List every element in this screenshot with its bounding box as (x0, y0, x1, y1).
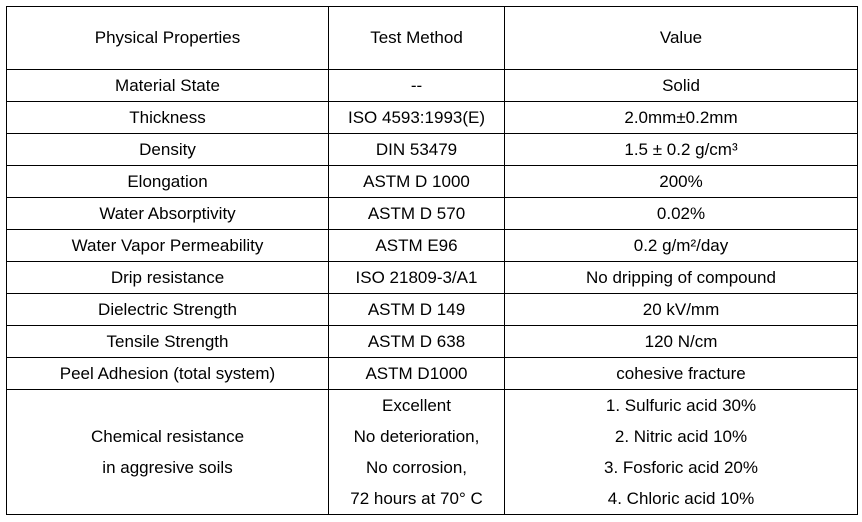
property-cell: Elongation (6, 165, 329, 198)
chemical-value-line: 4. Chloric acid 10% (607, 489, 755, 508)
header-test-method: Test Method (328, 6, 505, 70)
table-row: Material State -- Solid (6, 69, 858, 102)
value-cell: 0.2 g/m²/day (504, 229, 858, 262)
value-cell: 2.0mm±0.2mm (504, 101, 858, 134)
header-row: Physical Properties Test Method Value (6, 6, 858, 70)
chemical-value-cell: 1. Sulfuric acid 30% 2. Nitric acid 10% … (504, 389, 858, 515)
table-row: Water Absorptivity ASTM D 570 0.02% (6, 197, 858, 230)
method-cell: ISO 21809-3/A1 (328, 261, 505, 294)
method-cell: ASTM D 570 (328, 197, 505, 230)
chemical-property-line: Chemical resistance (90, 427, 245, 446)
value-cell: 20 kV/mm (504, 293, 858, 326)
chemical-resistance-row: Chemical resistance in aggresive soils E… (6, 389, 858, 515)
method-cell: DIN 53479 (328, 133, 505, 166)
chemical-method-line: Excellent (382, 396, 451, 415)
value-cell: 120 N/cm (504, 325, 858, 358)
method-cell: -- (328, 69, 505, 102)
header-physical-properties: Physical Properties (6, 6, 329, 70)
chemical-property-cell: Chemical resistance in aggresive soils (6, 389, 329, 515)
method-cell: ISO 4593:1993(E) (328, 101, 505, 134)
table-row: Water Vapor Permeability ASTM E96 0.2 g/… (6, 229, 858, 262)
chemical-method-line: No corrosion, (365, 458, 468, 477)
property-cell: Dielectric Strength (6, 293, 329, 326)
method-cell: ASTM D1000 (328, 357, 505, 390)
table-row: Thickness ISO 4593:1993(E) 2.0mm±0.2mm (6, 101, 858, 134)
table-row: Tensile Strength ASTM D 638 120 N/cm (6, 325, 858, 358)
header-value: Value (504, 6, 858, 70)
value-cell: 0.02% (504, 197, 858, 230)
table-row: Dielectric Strength ASTM D 149 20 kV/mm (6, 293, 858, 326)
chemical-value-line: 2. Nitric acid 10% (614, 427, 748, 446)
chemical-value-line: 3. Fosforic acid 20% (603, 458, 758, 477)
property-cell: Drip resistance (6, 261, 329, 294)
table-row: Density DIN 53479 1.5 ± 0.2 g/cm³ (6, 133, 858, 166)
property-cell: Water Absorptivity (6, 197, 329, 230)
property-cell: Tensile Strength (6, 325, 329, 358)
value-cell: Solid (504, 69, 858, 102)
value-cell: cohesive fracture (504, 357, 858, 390)
property-cell: Thickness (6, 101, 329, 134)
method-cell: ASTM D 1000 (328, 165, 505, 198)
property-cell: Density (6, 133, 329, 166)
chemical-property-line: in aggresive soils (102, 458, 233, 477)
method-cell: ASTM E96 (328, 229, 505, 262)
value-cell: 1.5 ± 0.2 g/cm³ (504, 133, 858, 166)
chemical-method-line: 72 hours at 70° C (350, 489, 483, 508)
table-row: Elongation ASTM D 1000 200% (6, 165, 858, 198)
property-cell: Peel Adhesion (total system) (6, 357, 329, 390)
chemical-value-line: 1. Sulfuric acid 30% (605, 396, 757, 415)
properties-table: Physical Properties Test Method Value Ma… (6, 6, 858, 515)
method-cell: ASTM D 149 (328, 293, 505, 326)
value-cell: No dripping of compound (504, 261, 858, 294)
method-cell: ASTM D 638 (328, 325, 505, 358)
chemical-method-line: No deterioration, (353, 427, 480, 446)
property-cell: Material State (6, 69, 329, 102)
table-row: Peel Adhesion (total system) ASTM D1000 … (6, 357, 858, 390)
property-cell: Water Vapor Permeability (6, 229, 329, 262)
chemical-method-cell: Excellent No deterioration, No corrosion… (328, 389, 505, 515)
value-cell: 200% (504, 165, 858, 198)
table-row: Drip resistance ISO 21809-3/A1 No drippi… (6, 261, 858, 294)
